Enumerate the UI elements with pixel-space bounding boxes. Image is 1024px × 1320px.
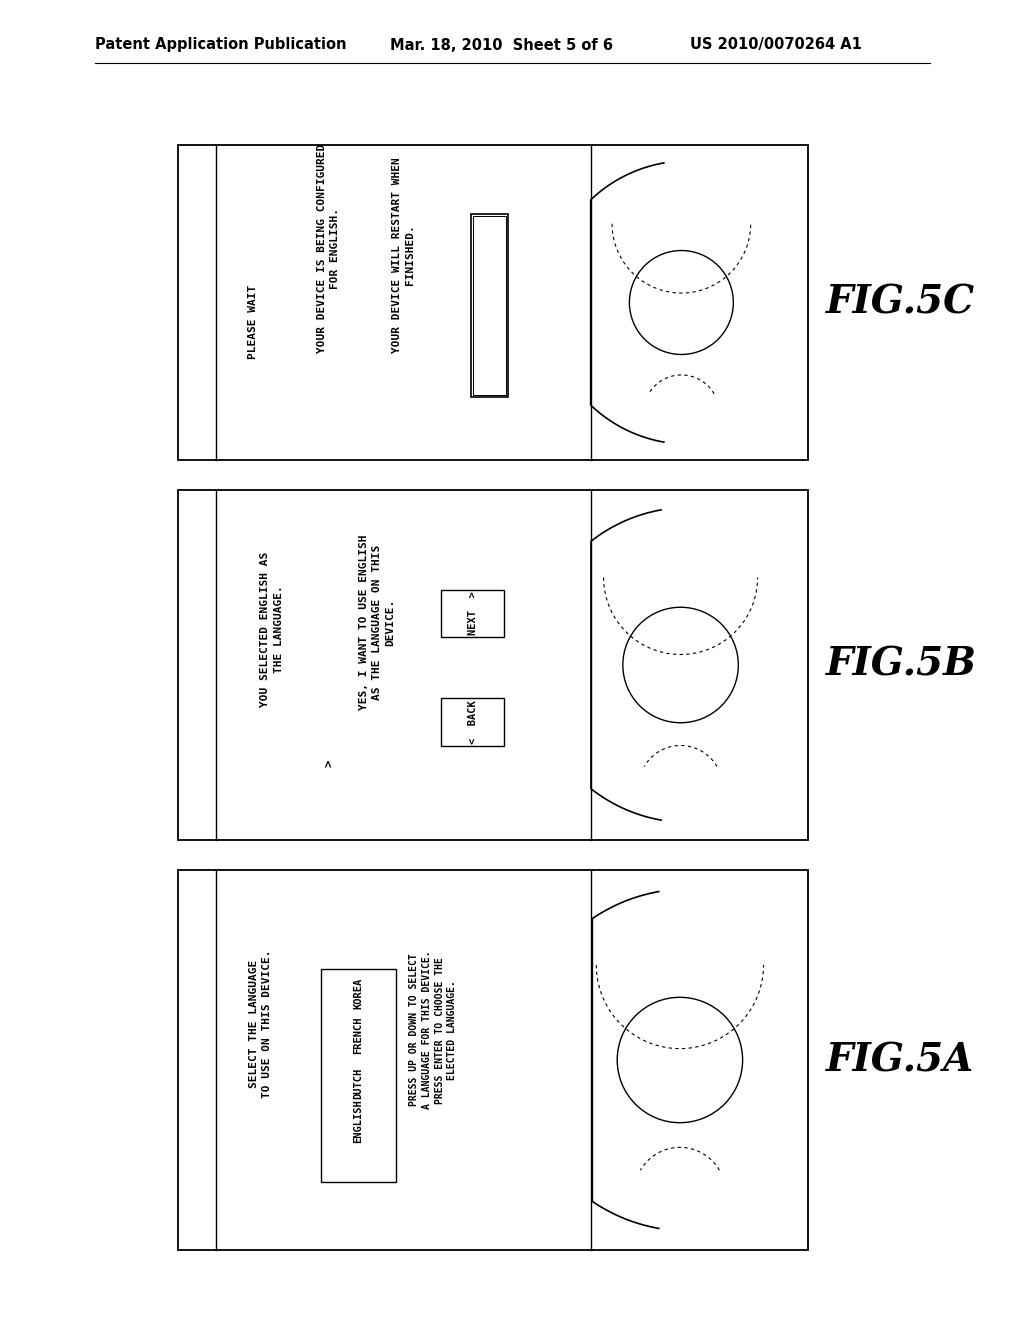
Text: Patent Application Publication: Patent Application Publication <box>95 37 346 53</box>
Text: YES, I WANT TO USE ENGLISH
AS THE LANGUAGE ON THIS
DEVICE.: YES, I WANT TO USE ENGLISH AS THE LANGUA… <box>358 535 395 710</box>
Bar <box>440 698 505 746</box>
Text: FIG.5A: FIG.5A <box>826 1041 974 1078</box>
Bar <box>471 214 508 397</box>
Text: >: > <box>322 759 335 767</box>
Text: US 2010/0070264 A1: US 2010/0070264 A1 <box>690 37 862 53</box>
Text: SELECT THE LANGUAGE
TO USE ON THIS DEVICE.: SELECT THE LANGUAGE TO USE ON THIS DEVIC… <box>249 949 272 1098</box>
Text: FIG.5B: FIG.5B <box>826 645 977 684</box>
Text: <  BACK: < BACK <box>468 700 477 743</box>
Text: YOUR DEVICE IS BEING CONFIGURED
FOR ENGLISH.: YOUR DEVICE IS BEING CONFIGURED FOR ENGL… <box>316 144 340 352</box>
Bar <box>178 490 808 840</box>
Text: PLEASE WAIT: PLEASE WAIT <box>248 285 258 359</box>
Text: YOU SELECTED ENGLISH AS
THE LANGUAGE.: YOU SELECTED ENGLISH AS THE LANGUAGE. <box>260 552 284 708</box>
Bar <box>178 870 808 1250</box>
Text: KOREA: KOREA <box>353 978 364 1010</box>
Text: FRENCH: FRENCH <box>353 1016 364 1053</box>
Bar <box>473 216 506 395</box>
Text: Mar. 18, 2010  Sheet 5 of 6: Mar. 18, 2010 Sheet 5 of 6 <box>390 37 613 53</box>
Text: FIG.5C: FIG.5C <box>826 284 975 322</box>
Bar <box>178 145 808 459</box>
Text: ENGLISH: ENGLISH <box>353 1100 364 1143</box>
Text: NEXT  >: NEXT > <box>468 591 477 635</box>
Text: YOUR DEVICE WILL RESTART WHEN
FINISHED.: YOUR DEVICE WILL RESTART WHEN FINISHED. <box>391 157 415 352</box>
Bar <box>321 969 395 1181</box>
Bar <box>440 590 505 638</box>
Text: DUTCH: DUTCH <box>353 1068 364 1098</box>
Text: PRESS UP OR DOWN TO SELECT
A LANGUAGE FOR THIS DEVICE.
PRESS ENTER TO CHOOSE THE: PRESS UP OR DOWN TO SELECT A LANGUAGE FO… <box>409 950 458 1109</box>
